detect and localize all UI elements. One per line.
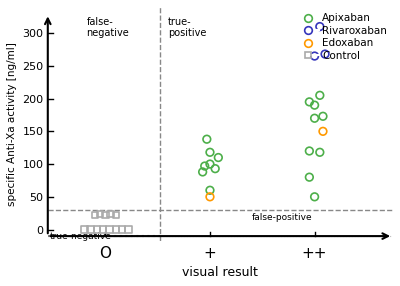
Point — [112, 227, 119, 232]
Y-axis label: specific Anti-Xa activity [ng/ml]: specific Anti-Xa activity [ng/ml] — [7, 42, 17, 206]
Text: true-negative: true-negative — [50, 231, 112, 241]
Point — [311, 116, 318, 120]
Point — [320, 129, 326, 134]
Point — [107, 212, 114, 216]
Text: false-positive: false-positive — [252, 212, 312, 222]
Text: true-
positive: true- positive — [168, 17, 206, 38]
Point — [215, 155, 222, 160]
Point — [306, 149, 312, 153]
Point — [311, 194, 318, 199]
Point — [317, 150, 323, 154]
Point — [306, 100, 312, 104]
Point — [94, 227, 100, 232]
Point — [119, 227, 125, 232]
Point — [322, 52, 328, 56]
Point — [311, 54, 318, 58]
Point — [317, 24, 323, 29]
Point — [125, 227, 132, 232]
Point — [207, 150, 213, 154]
Point — [112, 213, 119, 217]
Point — [212, 166, 218, 171]
Point — [207, 194, 213, 199]
Text: false-
negative: false- negative — [86, 17, 129, 38]
Point — [102, 213, 108, 217]
Point — [200, 170, 206, 174]
Point — [88, 227, 94, 232]
Point — [100, 227, 106, 232]
Point — [81, 227, 88, 232]
Point — [92, 213, 98, 217]
Point — [311, 103, 318, 108]
Point — [317, 93, 323, 98]
X-axis label: visual result: visual result — [182, 266, 258, 279]
Point — [306, 175, 312, 179]
Point — [204, 137, 210, 142]
Point — [207, 162, 213, 166]
Point — [202, 164, 208, 168]
Legend: Apixaban, Rivaroxaban, Edoxaban, Control: Apixaban, Rivaroxaban, Edoxaban, Control — [294, 9, 391, 65]
Point — [106, 227, 113, 232]
Point — [97, 212, 103, 216]
Point — [320, 114, 326, 119]
Point — [207, 188, 213, 192]
